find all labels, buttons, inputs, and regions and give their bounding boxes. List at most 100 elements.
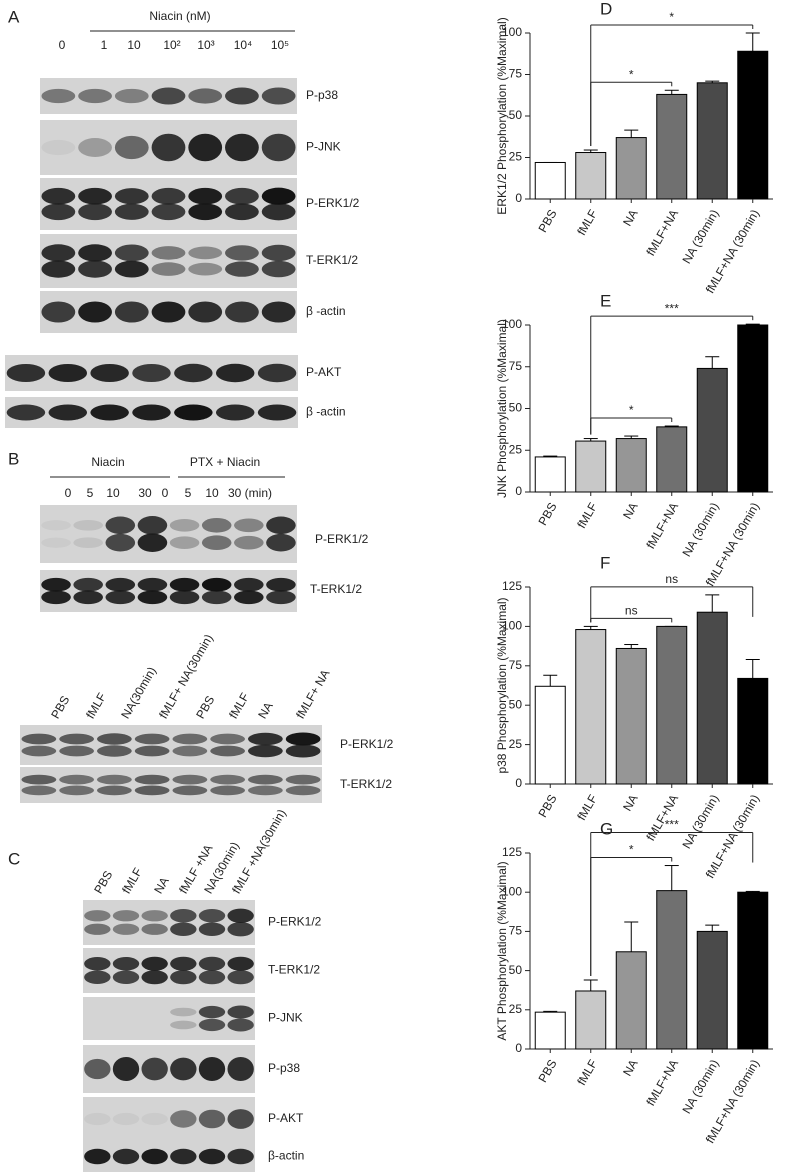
label: T-ERK1/2 (310, 582, 362, 596)
blot (40, 505, 297, 563)
label: B (8, 449, 19, 468)
time-label: 0 (65, 486, 72, 500)
band (169, 590, 200, 605)
band (248, 785, 283, 796)
blot (83, 1141, 255, 1172)
band (141, 1057, 168, 1081)
x-tick-label: NA (30min) (679, 500, 721, 559)
band (170, 922, 197, 937)
lane-label: PBS (193, 693, 217, 721)
band (215, 404, 255, 421)
bar (656, 426, 688, 493)
band (169, 536, 200, 550)
y-tick-label: 25 (509, 150, 523, 164)
band (151, 87, 186, 105)
band (41, 88, 76, 104)
band (227, 1148, 254, 1165)
band (198, 1005, 226, 1019)
band (73, 577, 103, 592)
x-tick-label: fMLF+NA (643, 1057, 681, 1108)
band (97, 745, 132, 757)
lane-label: NA (255, 700, 275, 721)
label: P-ERK1/2 (340, 737, 394, 751)
band (225, 245, 259, 261)
band (41, 187, 76, 205)
bar (656, 93, 688, 200)
band (59, 733, 94, 745)
bar (696, 367, 728, 493)
band (78, 138, 112, 157)
bar (615, 951, 647, 1050)
time-label: 30 (138, 486, 152, 500)
bar (737, 50, 769, 200)
y-axis-label: ERK1/2 Phosphorylation (%Maximal) (495, 17, 509, 214)
band (234, 577, 264, 592)
band (266, 516, 296, 535)
band (97, 733, 132, 745)
band (48, 404, 88, 421)
lane-label: NA(30min) (118, 664, 159, 721)
band (285, 785, 321, 796)
band (141, 970, 168, 985)
bar (696, 611, 728, 785)
band (59, 745, 94, 757)
band (227, 1018, 254, 1032)
y-axis-label: p38 Phosphorylation (%Maximal) (495, 597, 509, 773)
x-tick-label: NA (620, 207, 640, 228)
significance: * (629, 843, 634, 857)
band (172, 774, 208, 785)
band (234, 590, 264, 605)
label: P-JNK (306, 140, 341, 154)
band (261, 260, 296, 278)
bar (737, 677, 769, 785)
bar (615, 137, 647, 200)
label: P-JNK (268, 1011, 303, 1025)
significance: *** (665, 818, 679, 832)
band (170, 908, 197, 923)
dose-label: 0 (59, 38, 66, 52)
band (227, 922, 254, 937)
band (21, 733, 57, 745)
band (105, 590, 136, 605)
band (227, 1005, 254, 1019)
band (112, 1148, 140, 1165)
band (59, 774, 94, 785)
time-label: 10 (205, 486, 219, 500)
significance: *** (665, 301, 679, 315)
band (41, 577, 71, 592)
band (225, 87, 259, 105)
label: P-ERK1/2 (315, 532, 369, 546)
bar (656, 890, 688, 1050)
x-tick-label: fMLF (574, 1057, 600, 1088)
band (227, 970, 254, 985)
label: C (8, 849, 20, 868)
band (78, 260, 112, 278)
band (261, 87, 296, 105)
band (141, 923, 168, 935)
y-tick-label: 100 (502, 619, 522, 633)
band (225, 301, 259, 323)
dose-header: Niacin (nM) (149, 9, 210, 23)
x-tick-label: NA (620, 1057, 640, 1078)
band (227, 908, 254, 923)
band (210, 785, 245, 796)
x-tick-label: NA (620, 792, 640, 813)
band (114, 203, 149, 220)
band (261, 133, 296, 162)
band (112, 970, 140, 985)
lane-label: fMLF (83, 690, 109, 721)
band (169, 518, 200, 532)
band (90, 404, 129, 421)
band (41, 590, 71, 605)
band (141, 1112, 168, 1126)
label: P-p38 (268, 1061, 300, 1075)
band (201, 577, 232, 592)
band (170, 1110, 197, 1128)
y-tick-label: 75 (509, 359, 523, 373)
band (174, 404, 213, 421)
blot (83, 1097, 255, 1141)
band (261, 244, 296, 262)
band (134, 733, 170, 745)
band (41, 260, 76, 278)
band (48, 363, 88, 383)
